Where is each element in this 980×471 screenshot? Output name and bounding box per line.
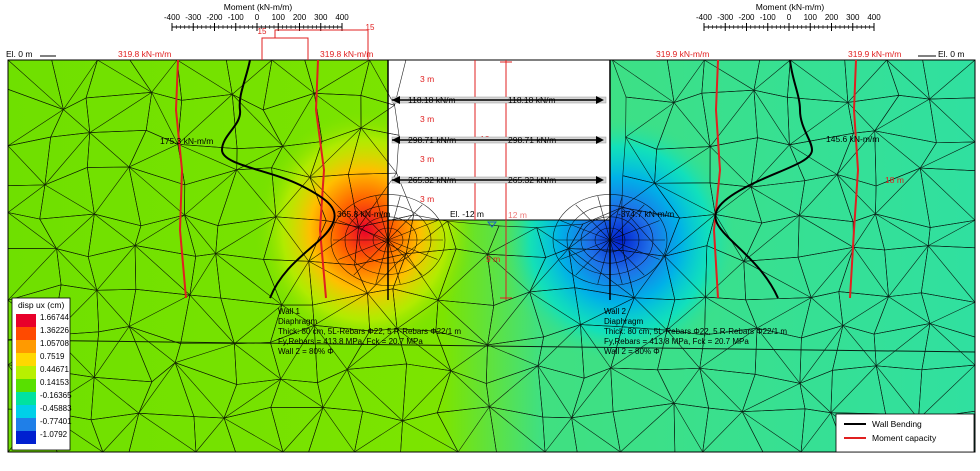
moment-axis-title: Moment (kN-m/m) xyxy=(224,2,293,12)
moment-tick-label: 200 xyxy=(825,13,839,22)
right-moment-label-lower: -374.7 kN-m/m xyxy=(618,209,674,219)
strut-force-left: 265.32 kN/m xyxy=(408,175,456,185)
moment-tick-label: -300 xyxy=(185,13,202,22)
wall-bending-curve-right xyxy=(714,59,814,299)
moment-tick-label: 100 xyxy=(272,13,286,22)
right-moment-label-upper: 145.6 kN-m/m xyxy=(826,134,879,144)
wall-info-line: Wall 2 = 80% Φ xyxy=(604,347,660,356)
contour-value: 0.7519 xyxy=(40,352,65,361)
contour-swatch xyxy=(16,327,36,340)
excavation-bottom-label: El. -12 m xyxy=(450,209,484,219)
contour-value: 0.14153 xyxy=(40,378,69,387)
moment-tick-label: 100 xyxy=(804,13,818,22)
contour-swatch xyxy=(16,418,36,431)
contour-value: -0.77401 xyxy=(40,417,72,426)
contour-legend-title: disp ux (cm) xyxy=(18,300,64,310)
contour-value: 1.66744 xyxy=(40,313,69,322)
spacing-label-4: 3 m xyxy=(420,194,434,204)
moment-tick-label: 400 xyxy=(335,13,349,22)
wall-info-line: Wall 2 xyxy=(604,307,626,316)
contour-swatch xyxy=(16,340,36,353)
moment-axis-right: Moment (kN-m/m) -400 -300 -200 -100 0 100 200 3… xyxy=(696,2,881,31)
contour-swatch xyxy=(16,366,36,379)
moment-tick-label: 0 xyxy=(787,13,792,22)
strut-force-right: 298.71 kN/m xyxy=(508,135,556,145)
capacity-value-right-1: 319.9 kN-m/m xyxy=(656,49,709,59)
capacity-value-left-outer: 319.8 kN-m/m xyxy=(118,49,171,59)
moment-tick-label: 200 xyxy=(293,13,307,22)
wall-info-line: Diaphragm xyxy=(604,317,643,326)
wall-info-line: Diaphragm xyxy=(278,317,317,326)
moment-tick-label: 0 xyxy=(255,13,260,22)
moment-tick-label: 300 xyxy=(846,13,860,22)
moment-tick-label: -400 xyxy=(164,13,181,22)
wall-info-line: Thick: 80 cm, 5L-Rebars Φ22, 5 R-Rebars … xyxy=(278,327,461,336)
depth-label-mid: 12 m xyxy=(508,210,527,220)
contour-value: -0.16365 xyxy=(40,391,72,400)
right-side-depth-label: 18 m xyxy=(885,175,904,185)
contour-value: -1.0792 xyxy=(40,430,68,439)
depth-label-bottom: 9 m xyxy=(486,254,500,264)
legend-wall-bending: Wall Bending xyxy=(872,419,922,429)
elevation-label-left: El. 0 m xyxy=(6,49,32,59)
strut-force-right: 265.32 kN/m xyxy=(508,175,556,185)
moment-tick-label: -100 xyxy=(760,13,777,22)
moment-tick-label: -200 xyxy=(738,13,755,22)
wall-info-line: Fy,Rebars = 413.8 MPa, Fck = 20.7 MPa xyxy=(278,337,423,346)
contour-swatch xyxy=(16,379,36,392)
contour-swatch xyxy=(16,431,36,444)
contour-value: 1.05708 xyxy=(40,339,69,348)
moment-tick-label: -400 xyxy=(696,13,713,22)
water-table-icon xyxy=(486,221,498,228)
moment-capacity-lines-right xyxy=(712,59,860,299)
contour-value: 0.44671 xyxy=(40,365,69,374)
wall-info-line: Wall 2 = 80% Φ xyxy=(278,347,334,356)
spacing-label-1: 3 m xyxy=(420,74,434,84)
capacity-tick-label-2: 15 xyxy=(366,23,375,32)
contour-swatch xyxy=(16,314,36,327)
spacing-label-3: 3 m xyxy=(420,154,434,164)
capacity-bracket xyxy=(261,29,369,60)
strut-force-right: 118.18 kN/m xyxy=(508,95,556,105)
elevation-label-right: El. 0 m xyxy=(938,49,964,59)
contour-legend: disp ux (cm) 1.66744 1.36226 1.05708 0.7519… xyxy=(11,297,72,451)
contour-value: 1.36226 xyxy=(40,326,69,335)
spacing-label-2: 3 m xyxy=(420,114,434,124)
left-moment-label-upper: 175.3 kN-m/m xyxy=(160,136,213,146)
contour-swatch xyxy=(16,405,36,418)
wall-info-line: Thick: 80 cm, 5L-Rebars Φ22, 5 R-Rebars … xyxy=(604,327,787,336)
capacity-value-left-1: 319.8 kN-m/m xyxy=(320,49,373,59)
wall-info-line: Fy,Rebars = 413.8 MPa, Fck = 20.7 MPa xyxy=(604,337,749,346)
moment-tick-label: -100 xyxy=(228,13,245,22)
contour-swatch xyxy=(16,353,36,366)
strut-force-left: 298.71 kN/m xyxy=(408,135,456,145)
moment-axis-left: Moment (kN-m/m) -400 -300 -200 -100 0 100 200 3… xyxy=(164,2,349,31)
moment-capacity-lines-left xyxy=(174,59,327,299)
left-moment-label-lower: 365.8 kN-m/m xyxy=(337,209,390,219)
struts: 118.18 kN/m 118.18 kN/m 298.71 kN/m 298.71 … xyxy=(391,95,607,185)
contour-value: -0.45883 xyxy=(40,404,72,413)
wall-info-line: Wall 1 xyxy=(278,307,300,316)
strut-force-left: 118.18 kN/m xyxy=(408,95,456,105)
moment-tick-label: -300 xyxy=(717,13,734,22)
moment-tick-label: 300 xyxy=(314,13,328,22)
wall-bending-curve-left xyxy=(220,59,336,299)
moment-tick-label: 400 xyxy=(867,13,881,22)
contour-swatch xyxy=(16,392,36,405)
moment-tick-label: -200 xyxy=(206,13,223,22)
capacity-tick-label-1: 15 xyxy=(258,27,267,36)
moment-axis-title-right: Moment (kN-m/m) xyxy=(756,2,825,12)
line-legend: Wall Bending Moment capacity xyxy=(835,413,975,453)
legend-moment-capacity: Moment capacity xyxy=(872,433,937,443)
capacity-value-right-2: 319.9 kN-m/m xyxy=(848,49,901,59)
